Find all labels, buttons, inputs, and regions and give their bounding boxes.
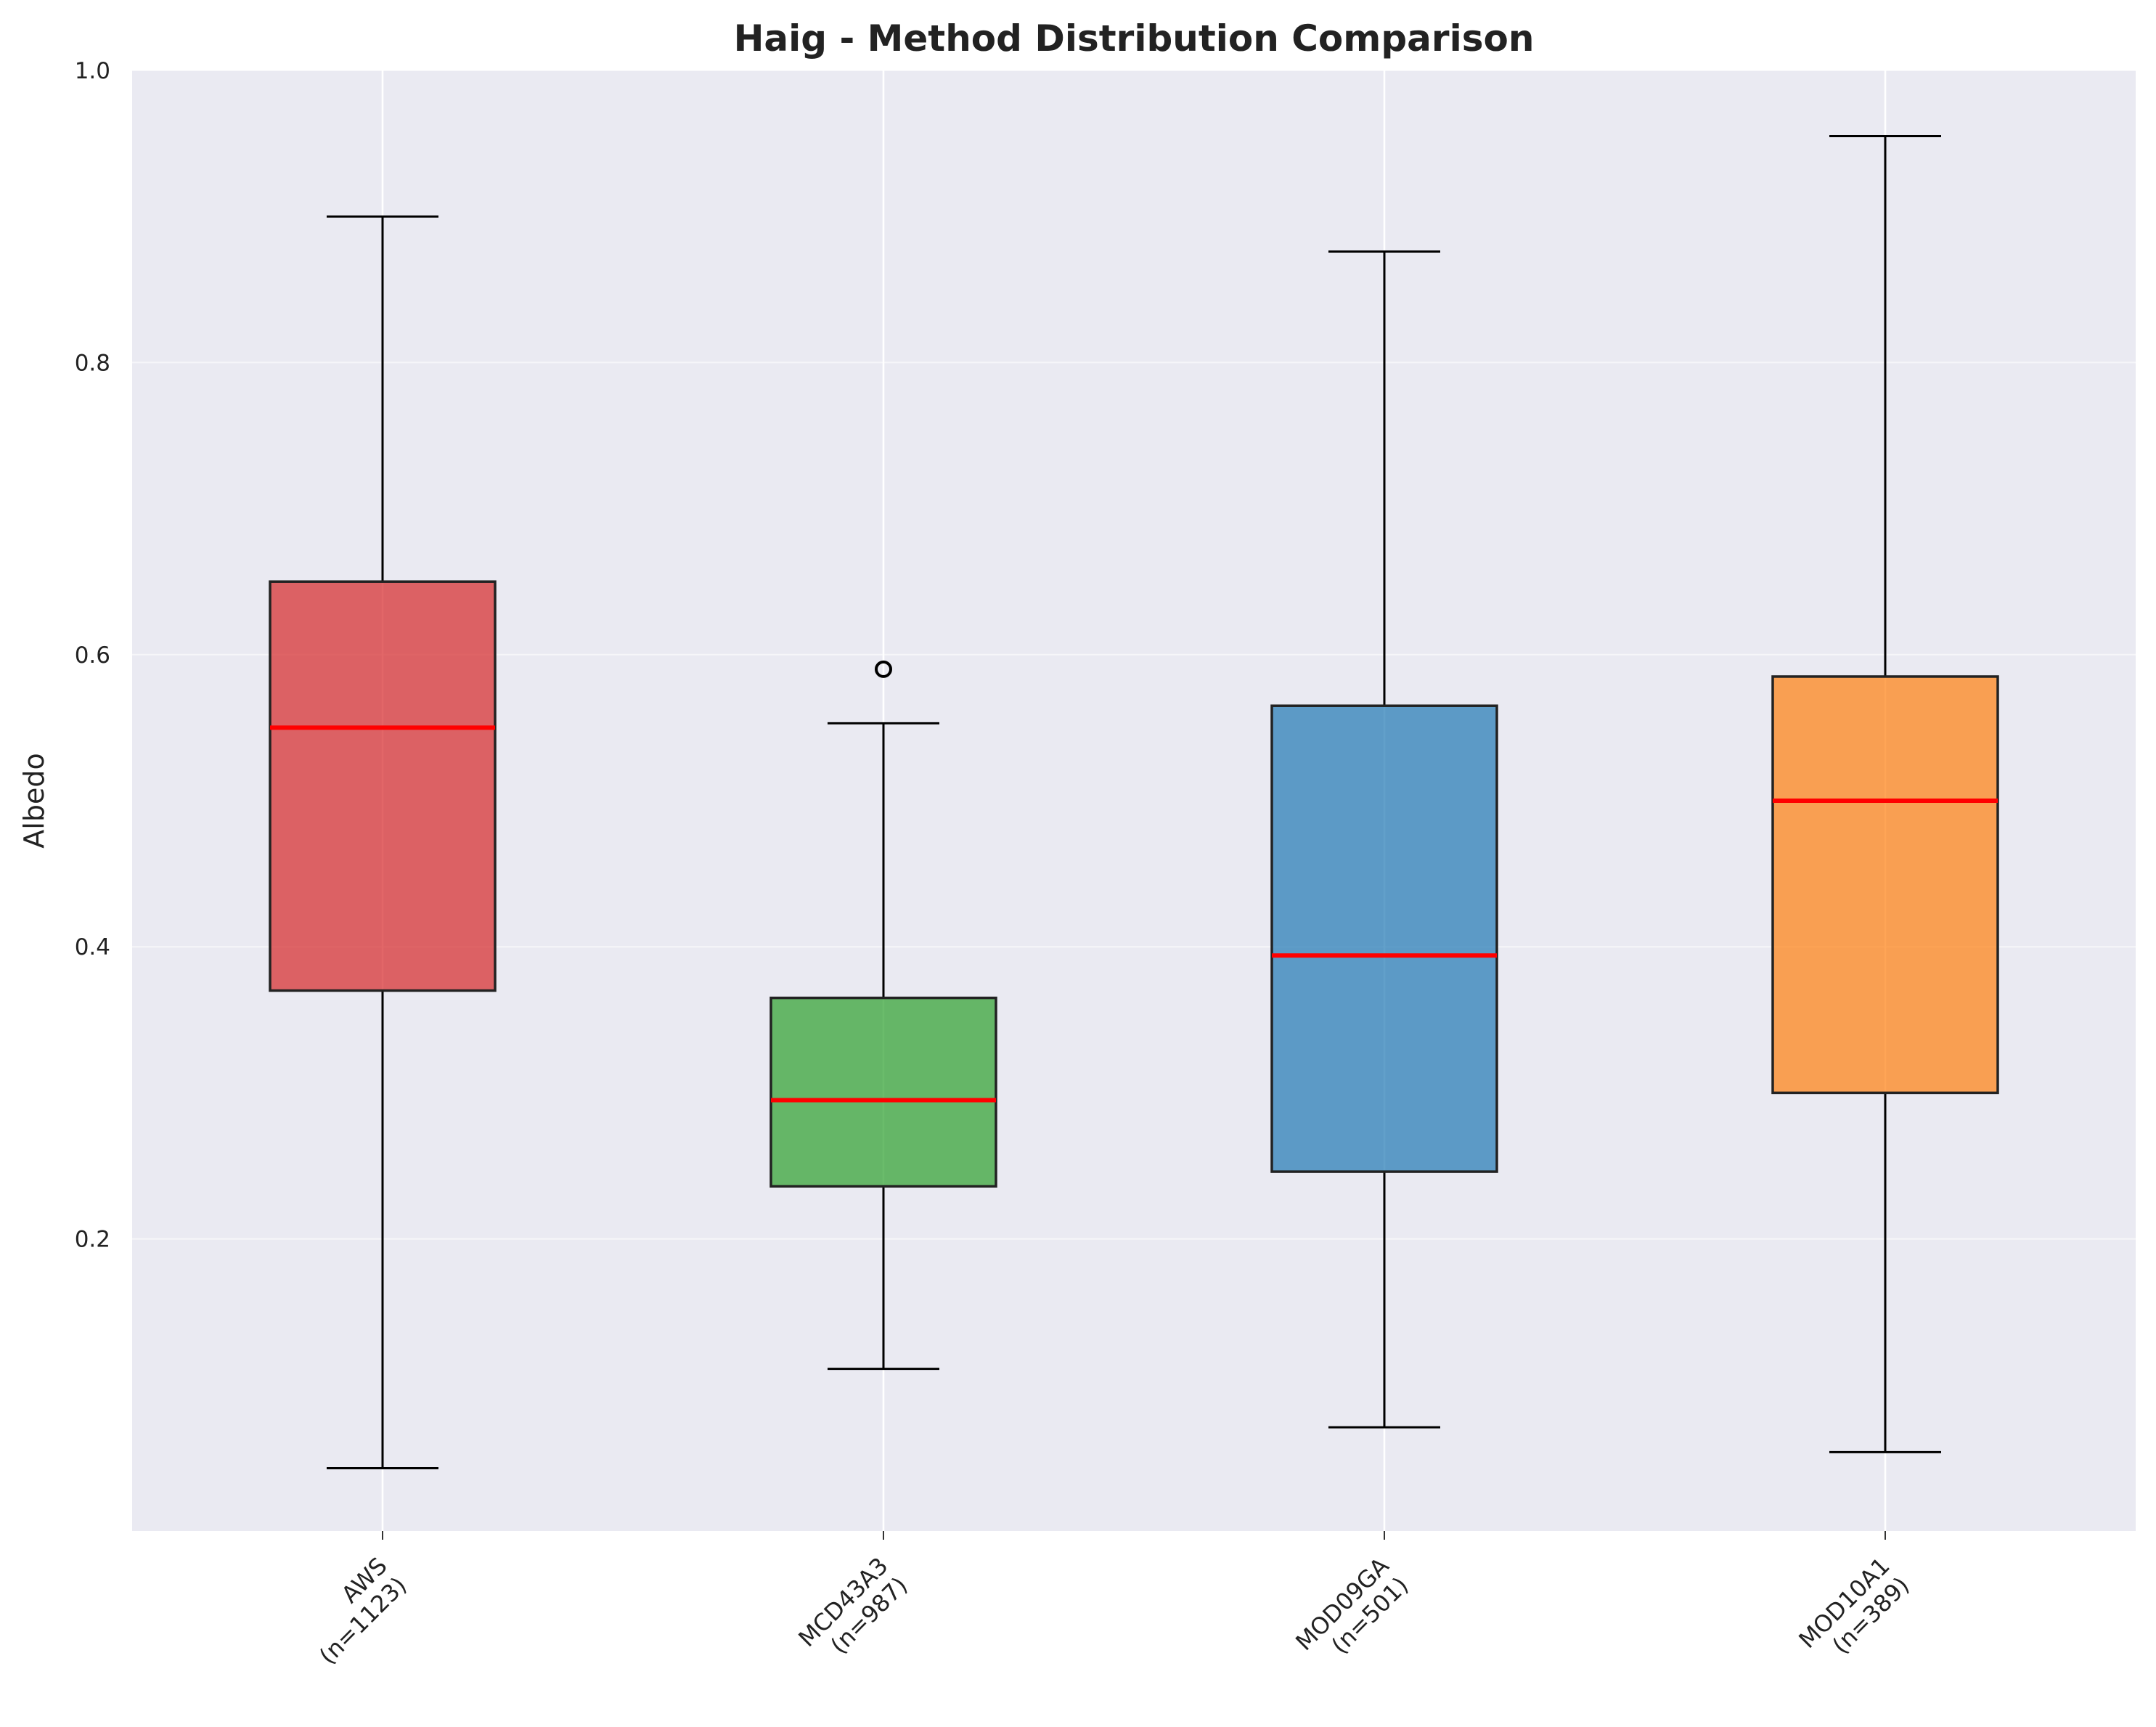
x-tick-label: MOD09GA(n=501) [1290, 1552, 1413, 1675]
y-tick-label: 0.4 [75, 934, 110, 960]
iqr-box [769, 996, 997, 1188]
chart-title: Haig - Method Distribution Comparison [734, 17, 1535, 60]
box-group-0 [269, 215, 497, 1469]
y-tick-label: 0.6 [75, 642, 110, 669]
y-tick-label: 0.2 [75, 1227, 110, 1253]
iqr-box [269, 580, 497, 992]
x-tick-label: MOD10A1(n=389) [1793, 1552, 1914, 1673]
box-series [269, 135, 1999, 1469]
box-group-1 [769, 660, 997, 1371]
box-group-3 [1771, 135, 1999, 1453]
x-tick-label: AWS(n=1123) [294, 1552, 412, 1670]
iqr-box [1771, 675, 1999, 1095]
y-tick-label: 0.8 [75, 350, 110, 376]
outlier-point [875, 660, 892, 678]
iqr-box [1270, 704, 1498, 1173]
x-tick-label: MCD43A3(n=987) [793, 1552, 912, 1672]
box-group-2 [1270, 250, 1498, 1429]
y-tick-label: 1.0 [75, 58, 110, 84]
y-axis-label: Albedo [18, 753, 50, 848]
